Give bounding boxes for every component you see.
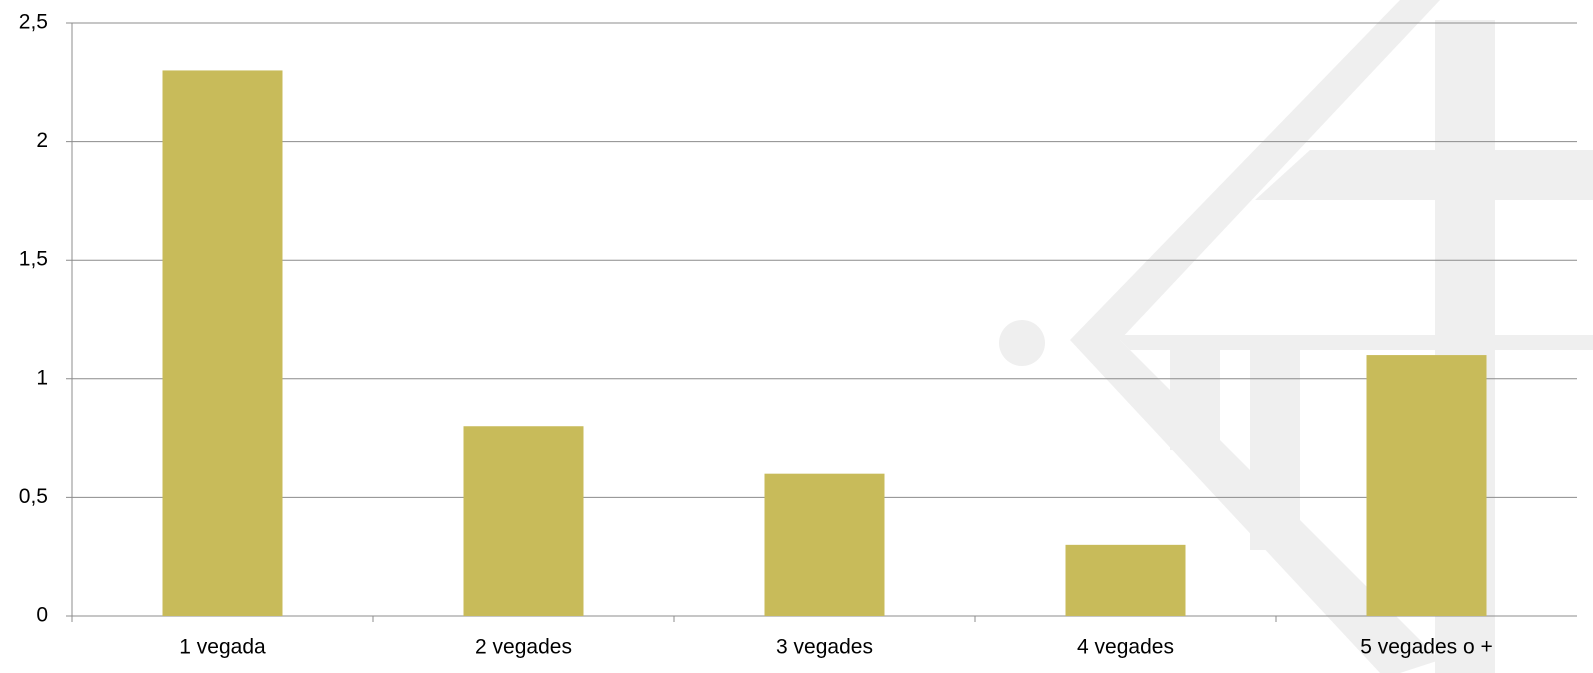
x-tick-label: 3 vegades (776, 636, 873, 659)
x-tick-label: 2 vegades (475, 636, 572, 659)
y-tick-label: 0,5 (19, 485, 48, 508)
x-tick-label: 1 vegada (179, 636, 266, 659)
bar (162, 70, 283, 616)
y-tick-label: 0 (36, 604, 48, 627)
y-tick-label: 1,5 (19, 248, 48, 271)
x-tick-label: 5 vegades o + (1360, 636, 1493, 659)
y-tick-label: 2,5 (19, 11, 48, 34)
x-tick-label: 4 vegades (1077, 636, 1174, 659)
bar (1366, 355, 1487, 616)
y-tick-label: 1 (36, 366, 48, 389)
bar (764, 473, 885, 616)
y-tick-label: 2 (36, 129, 48, 152)
bar (463, 426, 584, 616)
bar (1065, 544, 1186, 616)
